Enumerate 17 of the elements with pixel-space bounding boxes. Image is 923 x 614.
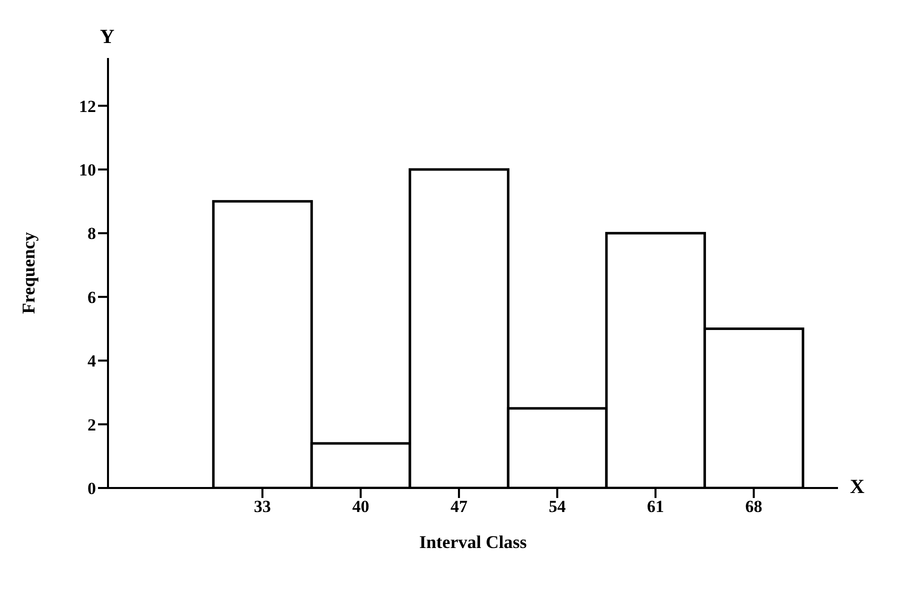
y-tick-label: 6 (88, 288, 96, 307)
y-axis-title: Frequency (18, 232, 38, 314)
x-tick-label: 61 (647, 497, 664, 516)
x-tick-label: 68 (745, 497, 762, 516)
text: X (850, 476, 864, 499)
x-tick-label: 54 (548, 497, 566, 516)
x-axis-title: Interval Class (419, 532, 527, 552)
y-tick-label: 12 (79, 96, 96, 116)
y-tick-label: 2 (88, 415, 96, 434)
y-tick-label: 10 (79, 160, 96, 180)
y-tick-label: 0 (88, 479, 96, 498)
x-tick-label: 47 (450, 497, 468, 516)
text: Y (100, 26, 114, 49)
x-tick-label: 40 (352, 497, 370, 516)
x-tick-label: 33 (254, 497, 271, 516)
y-tick-label: 4 (88, 352, 96, 371)
y-tick-label: 8 (88, 224, 96, 244)
